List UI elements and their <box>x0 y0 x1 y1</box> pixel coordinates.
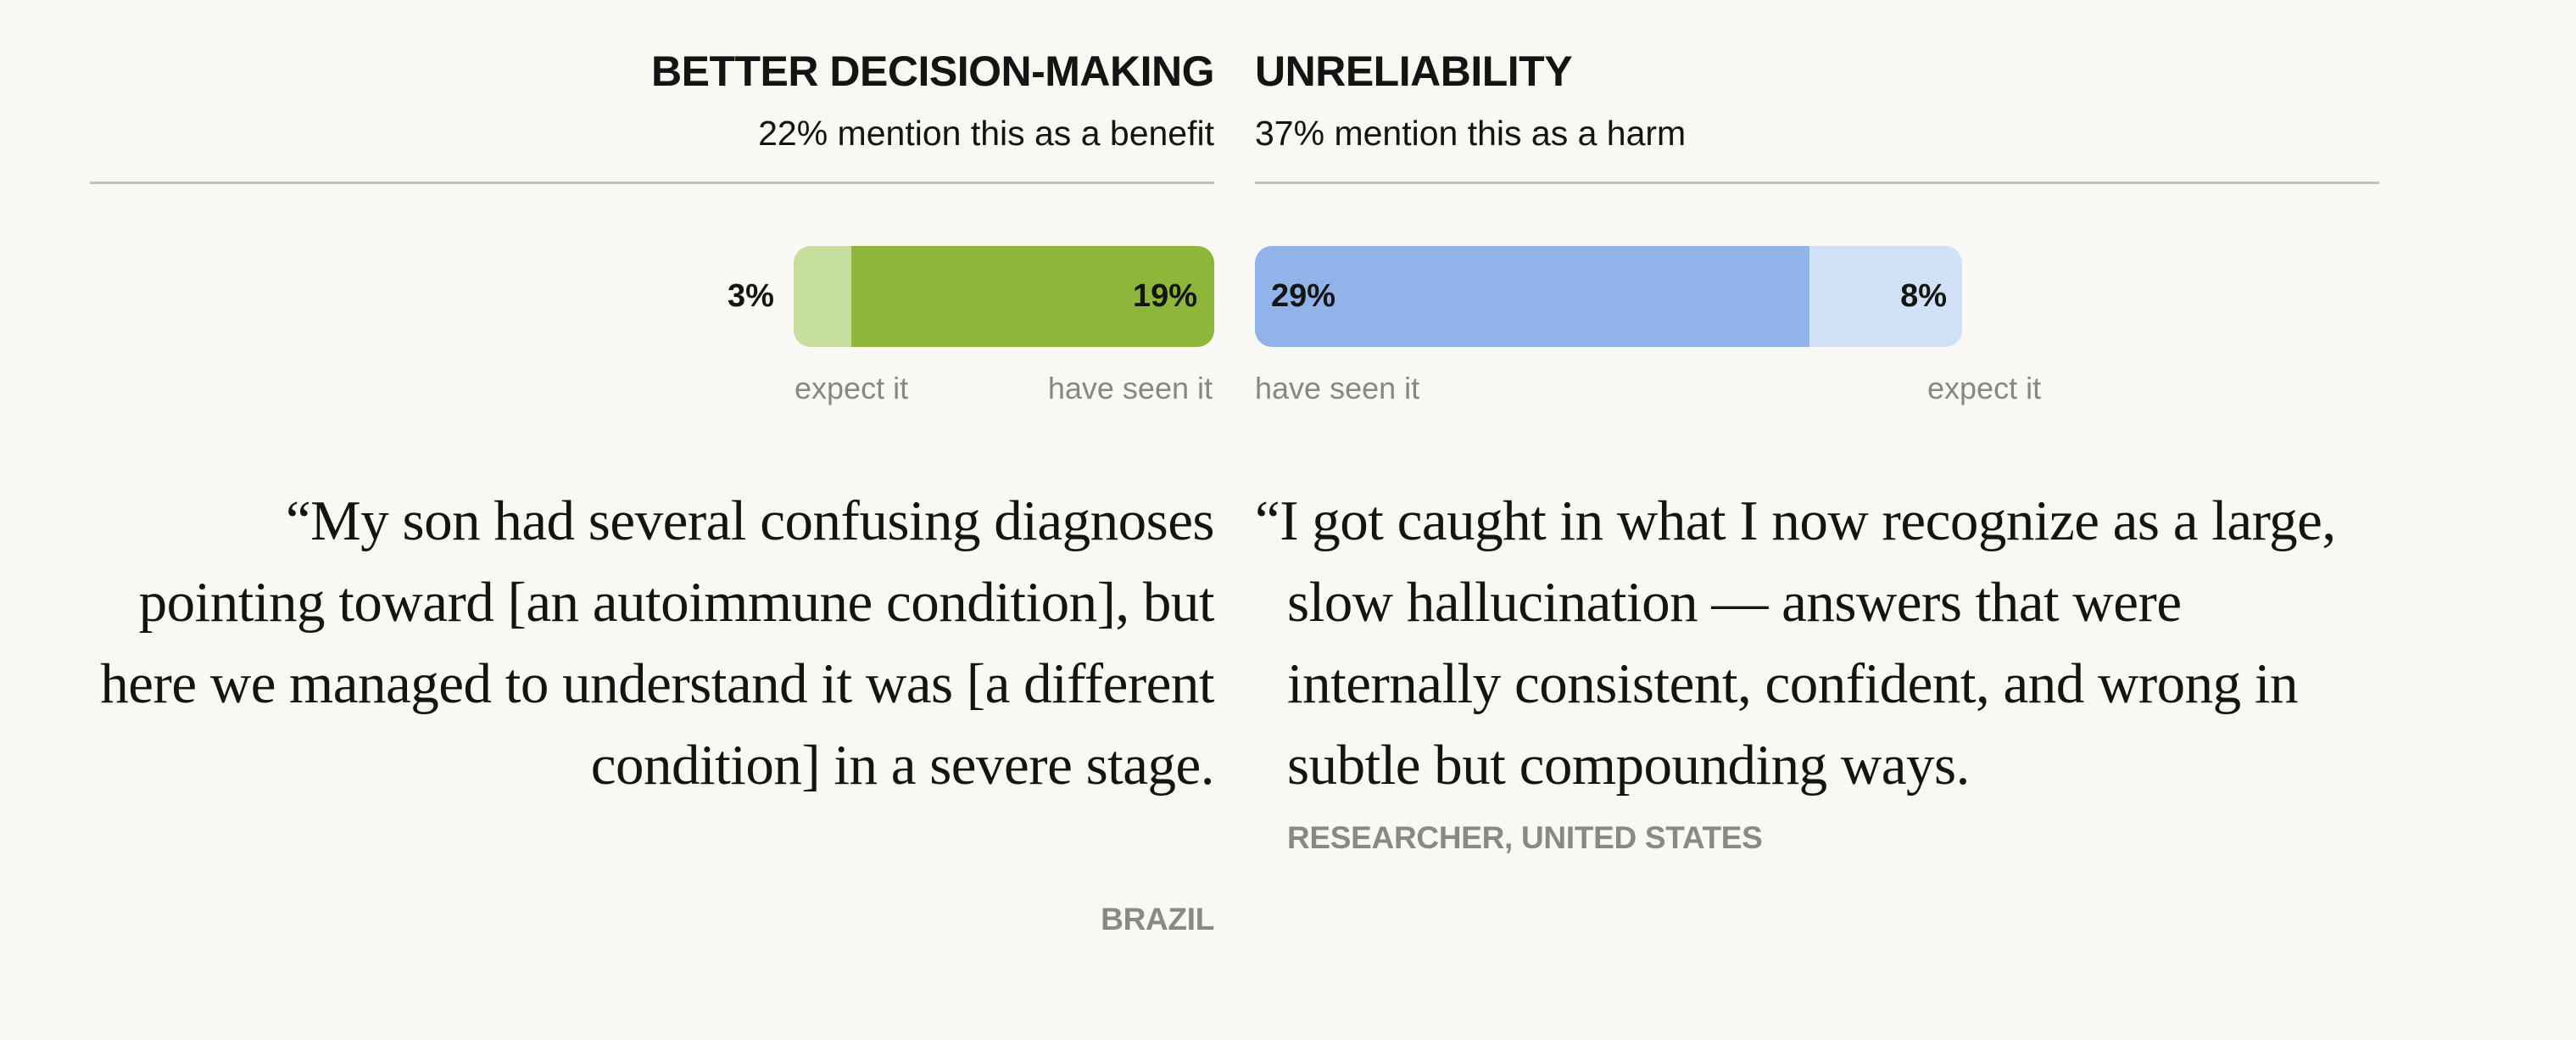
harm-expect-value: 8% <box>1900 278 1947 314</box>
benefit-expect-axis-label: expect it <box>795 371 909 405</box>
benefit-seen-value: 19% <box>1132 278 1197 314</box>
benefit-stacked-bar: 19% <box>794 246 1214 347</box>
harm-quote: “I got caught in what I now recognize as… <box>1255 489 2336 797</box>
benefit-divider <box>90 182 1214 184</box>
benefit-subtitle: 22% mention this as a benefit <box>758 114 1214 153</box>
benefit-expect-value: 3% <box>728 278 774 314</box>
harm-subtitle: 37% mention this as a harm <box>1255 114 1687 153</box>
harm-expect-segment: 8% <box>1809 246 1962 347</box>
harm-expect-axis-label: expect it <box>1927 371 2042 405</box>
benefit-expect-segment <box>794 246 851 347</box>
benefit-seen-segment: 19% <box>851 246 1214 347</box>
harm-quote-attribution: RESEARCHER, UNITED STATES <box>1287 820 1763 855</box>
benefit-quote: “My son had several confusing diagnoses … <box>100 489 1214 797</box>
benefit-quote-attribution: BRAZIL <box>1101 902 1214 937</box>
benefit-seen-axis-label: have seen it <box>1047 371 1213 405</box>
harm-seen-axis-label: have seen it <box>1255 371 1420 405</box>
harm-stacked-bar: 29% 8% <box>1255 246 1962 347</box>
benefit-headline: BETTER DECISION-MAKING <box>651 48 1215 95</box>
harm-seen-segment: 29% <box>1255 246 1809 347</box>
harm-headline: UNRELIABILITY <box>1255 48 1573 95</box>
harm-divider <box>1255 182 2379 184</box>
harm-column: UNRELIABILITY 37% mention this as a harm… <box>1255 0 2379 1040</box>
benefit-column: BETTER DECISION-MAKING 22% mention this … <box>90 0 1215 1040</box>
harm-seen-value: 29% <box>1271 278 1336 314</box>
